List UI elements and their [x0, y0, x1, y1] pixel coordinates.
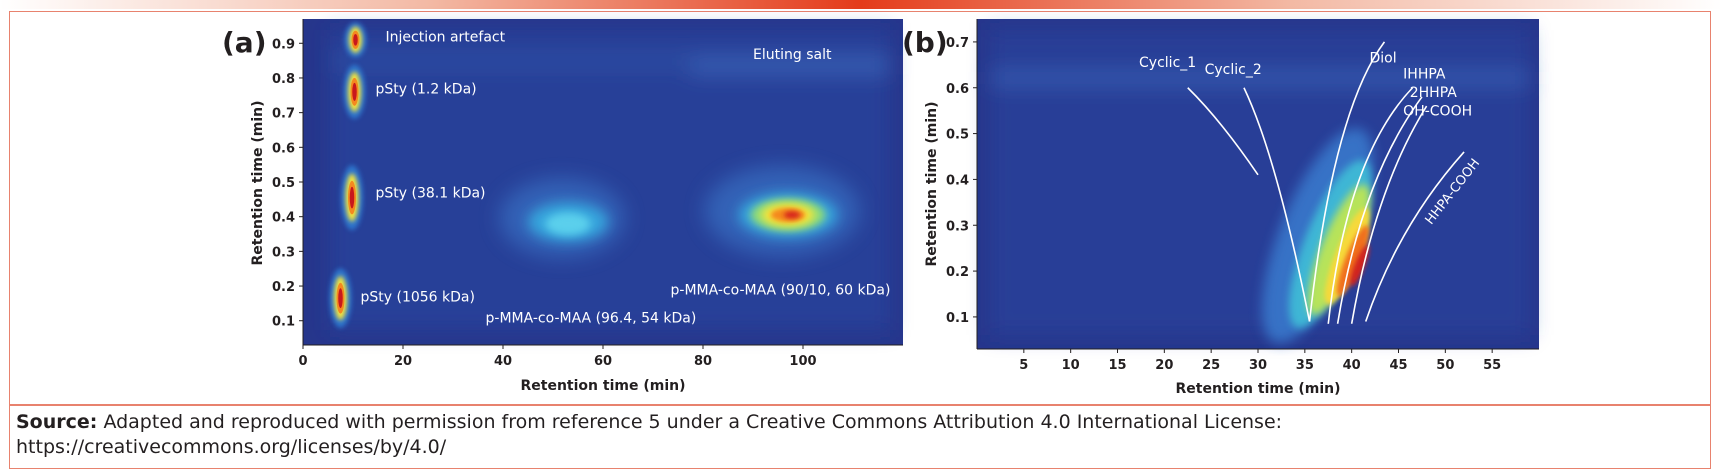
annotation-label: pSty (1.2 kDa) [376, 82, 477, 98]
trend-curve [1187, 87, 1259, 176]
y-tick-label: 0.4 [946, 173, 969, 188]
y-tick-label: 0.6 [272, 141, 295, 156]
panel-b-label: (b) [902, 26, 948, 59]
panel-a-xlabel: Retention time (min) [521, 378, 686, 394]
peak-max [1350, 245, 1369, 287]
annotation-label: Cyclic_1 [1139, 55, 1196, 71]
x-tick-label: 45 [1389, 358, 1407, 373]
y-tick-label: 0.2 [946, 265, 969, 280]
peak-core [352, 82, 357, 101]
panel-b-xlabel: Retention time (min) [1176, 381, 1341, 397]
annotation-label: Diol [1369, 51, 1396, 67]
panel-a-annotations: Injection artefact Eluting salt pSty (1.2 … [361, 30, 891, 327]
x-tick-label: 80 [694, 354, 712, 369]
panel-a-label: (a) [222, 26, 267, 59]
peak-core [545, 212, 591, 236]
source-caption: Source: Adapted and reproduced with perm… [16, 410, 1706, 460]
caption-divider [9, 404, 1711, 406]
y-tick-label: 0.6 [946, 82, 969, 97]
trend-curve [1350, 105, 1428, 324]
x-tick-label: 10 [1062, 358, 1080, 373]
annotation-label: IHHPA [1403, 67, 1446, 83]
x-tick-label: 20 [394, 354, 412, 369]
trend-curve [1243, 87, 1311, 322]
top-accent-bar [0, 0, 1722, 9]
y-tick-label: 0.3 [946, 219, 969, 234]
x-tick-label: 50 [1436, 358, 1454, 373]
x-tick-label: 0 [298, 354, 307, 369]
caption-label: Source: [16, 411, 98, 433]
heatmap-peak [341, 165, 363, 231]
figure-frame [9, 11, 1711, 469]
y-tick-label: 0.2 [272, 280, 295, 295]
panel-b-background-noise [990, 30, 1530, 335]
y-tick-label: 0.8 [272, 72, 295, 87]
peak-core [1336, 225, 1369, 297]
panel-b-axes: 5 10 15 20 25 30 35 40 45 50 55 0.1 0.2 0.3 0.4 0.5 0.6 0… [946, 19, 1539, 373]
panel-b-ylabel: Retention time (min) [924, 102, 940, 267]
y-tick-label: 0.9 [272, 37, 295, 52]
annotation-label: 2HHPA [1410, 85, 1458, 101]
y-tick-label: 0.1 [946, 311, 969, 326]
trend-curve [1327, 87, 1414, 324]
x-tick-label: 15 [1108, 358, 1126, 373]
x-tick-label: 40 [494, 354, 512, 369]
peak-core [349, 186, 355, 209]
panel-a-axes: 0 20 40 60 80 100 0.1 0.2 0.3 0.4 0.5 0.6 0.7 0.8 0.9 [272, 19, 903, 369]
panel-a-ylabel: Retention time (min) [250, 101, 266, 266]
peak-core [338, 288, 343, 309]
caption-text: Adapted and reproduced with permission f… [16, 411, 1283, 458]
panel-b: (b) 5 10 15 20 25 30 35 40 45 50 55 0.1 0.2 0.3 0.4 0.5… [902, 19, 1539, 397]
y-tick-label: 0.5 [946, 128, 969, 143]
panel-b-trend-curves [1187, 41, 1465, 324]
heatmap-peak [499, 178, 625, 258]
panel-a: (a) 0 20 40 60 80 100 0.1 0.2 0.3 0.4 0.5 0.6 0.7 0.8… [222, 19, 903, 394]
peak-max [783, 211, 801, 219]
x-tick-label: 30 [1249, 358, 1267, 373]
heatmap-peak [344, 22, 367, 58]
heatmap-peak [704, 166, 860, 256]
heatmap-peak [329, 268, 352, 328]
annotation-label: p-MMA-co-MAA (90/10, 60 kDa) [671, 283, 891, 299]
peak-core [353, 33, 358, 46]
trend-curve [1308, 41, 1386, 322]
annotation-label: pSty (38.1 kDa) [376, 186, 486, 202]
y-tick-label: 0.4 [272, 211, 295, 226]
panel-a-peaks [329, 22, 860, 328]
annotation-label: Eluting salt [753, 47, 832, 63]
x-tick-label: 60 [594, 354, 612, 369]
x-tick-label: 40 [1343, 358, 1361, 373]
annotation-label: Injection artefact [386, 30, 506, 46]
panel-a-background-noise [330, 30, 890, 330]
annotation-label: OH-COOH [1403, 103, 1472, 119]
y-tick-label: 0.7 [946, 36, 969, 51]
trend-curve [1336, 96, 1423, 324]
y-tick-label: 0.1 [272, 315, 295, 330]
x-tick-label: 25 [1202, 358, 1220, 373]
annotation-label: pSty (1056 kDa) [361, 290, 475, 306]
heatmap-peak [343, 64, 366, 119]
annotation-label: Cyclic_2 [1205, 62, 1262, 78]
y-tick-label: 0.7 [272, 107, 295, 122]
x-tick-label: 20 [1155, 358, 1173, 373]
x-tick-label: 55 [1483, 358, 1501, 373]
trend-curve [1364, 151, 1465, 322]
x-tick-label: 35 [1296, 358, 1314, 373]
x-tick-label: 5 [1019, 358, 1028, 373]
y-tick-label: 0.3 [272, 245, 295, 260]
x-tick-label: 100 [789, 354, 816, 369]
y-tick-label: 0.5 [272, 176, 295, 191]
annotation-label: p-MMA-co-MAA (96.4, 54 kDa) [486, 310, 697, 326]
